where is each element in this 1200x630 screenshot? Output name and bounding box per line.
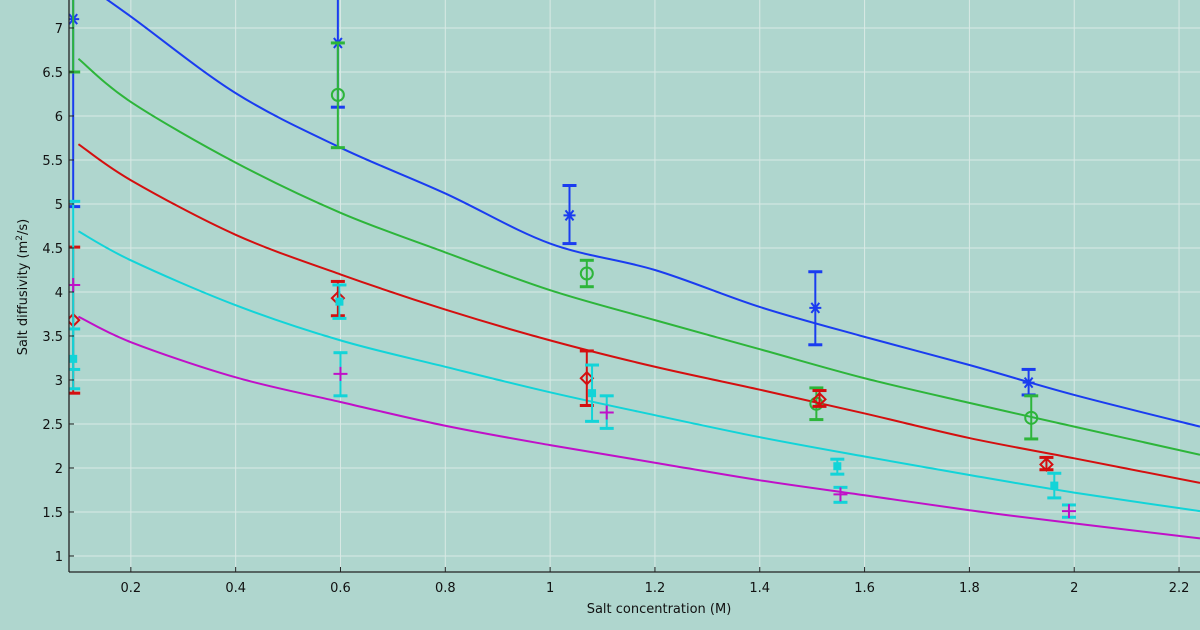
grid [69, 0, 1200, 572]
data-point [1061, 503, 1076, 519]
x-tick-label: 1 [546, 581, 554, 596]
x-tick-label: 2 [1070, 581, 1078, 596]
x-tick-label: 1.4 [749, 581, 770, 596]
square-marker [588, 389, 597, 398]
data-point [812, 389, 827, 408]
plus-marker [69, 277, 81, 292]
y-tick-label: 2.5 [42, 418, 63, 433]
diamond-marker [1039, 457, 1054, 472]
model-curve [77, 230, 1200, 513]
data-point [333, 351, 348, 398]
circle-marker [330, 87, 345, 102]
x-tick-label: 0.6 [330, 581, 351, 596]
x-tick-label: 1.6 [854, 581, 875, 596]
y-tick-label: 4 [55, 286, 63, 301]
y-axis-title: Salt diffusivity (m2/s) [15, 219, 31, 355]
data-point [579, 258, 594, 289]
y-tick-label: 5 [55, 198, 63, 213]
data-point [332, 283, 347, 320]
plus-marker [833, 487, 848, 502]
x-tick-label: 0.8 [435, 581, 456, 596]
data-point [1039, 455, 1054, 472]
square-marker [833, 462, 842, 471]
y-tick-label: 6.5 [42, 66, 63, 81]
y-tick-label: 1 [55, 550, 63, 565]
model-curve [77, 58, 1200, 456]
data-point [562, 184, 577, 246]
plus-marker [1061, 504, 1076, 519]
y-tick-label: 6 [55, 110, 63, 125]
y-tick-label: 3.5 [42, 330, 63, 345]
x-tick-label: 0.4 [225, 581, 246, 596]
axes: 0.2 0.4 0.6 0.8 1 1.2 1.4 1.6 1.8 2 2.2 1 1.5 2 2.5 3 3.… [42, 0, 1200, 596]
y-tick-label: 3 [55, 374, 63, 389]
x-tick-label: 1.8 [959, 581, 980, 596]
y-tick-label: 5.5 [42, 154, 63, 169]
data-point [1024, 394, 1039, 441]
model-curve [77, 143, 1200, 484]
data-point [830, 457, 845, 476]
y-tick-label: 4.5 [42, 242, 63, 257]
x-tick-label: 1.2 [645, 581, 666, 596]
circle-marker [1024, 410, 1039, 425]
square-marker [335, 297, 344, 306]
data-point [330, 41, 345, 150]
data-point [585, 363, 600, 423]
model-curve [77, 315, 1200, 540]
x-axis-title: Salt concentration (M) [587, 602, 732, 617]
diamond-marker [579, 370, 595, 386]
data-point [69, 0, 81, 74]
y-tick-label: 2 [55, 462, 63, 477]
data-point [1047, 471, 1062, 500]
circle-marker [579, 266, 594, 281]
y-tick-label: 1.5 [42, 506, 63, 521]
data-point [69, 199, 81, 371]
plus-marker [599, 405, 614, 420]
asterisk-marker [1022, 376, 1035, 389]
diamond-marker [812, 391, 827, 407]
data-point [599, 394, 614, 430]
asterisk-marker [563, 209, 576, 222]
data-point [1021, 367, 1036, 397]
asterisk-marker [809, 302, 822, 314]
data-point [808, 270, 823, 347]
data-point [833, 485, 848, 504]
model-curve [105, 0, 1200, 428]
y-tick-label: 7 [55, 22, 63, 37]
plus-marker [333, 366, 348, 381]
plot-area [69, 0, 1200, 540]
x-tick-label: 2.2 [1169, 581, 1190, 596]
x-tick-label: 0.2 [120, 581, 141, 596]
square-marker [1050, 481, 1059, 490]
